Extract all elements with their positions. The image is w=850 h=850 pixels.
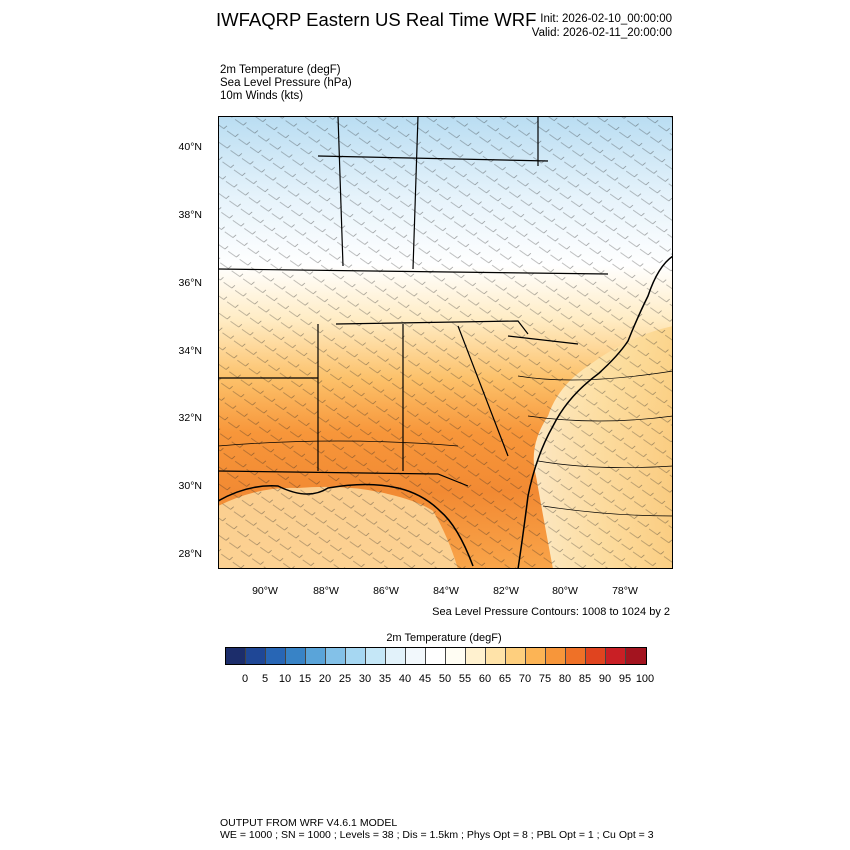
pressure-field-label: Sea Level Pressure (hPa) — [220, 77, 352, 89]
colorbar-tick-label: 30 — [358, 673, 372, 685]
colorbar-tick-label: 65 — [498, 673, 512, 685]
winds-field-label: 10m Winds (kts) — [220, 90, 304, 102]
valid-time: Valid: 2026-02-11_20:00:00 — [531, 27, 672, 39]
map-panel[interactable] — [218, 116, 673, 569]
colorbar-tick-label: 100 — [635, 673, 655, 685]
colorbar-tick-label: 45 — [418, 673, 432, 685]
lat-label-38n: 38°N — [178, 209, 202, 221]
lat-label-36n: 36°N — [178, 277, 202, 289]
colorbar-tick-label: 95 — [618, 673, 632, 685]
colorbar-swatch — [366, 648, 386, 664]
colorbar-swatch — [266, 648, 286, 664]
colorbar-swatch — [386, 648, 406, 664]
colorbar-tick-label: 5 — [261, 673, 269, 685]
colorbar-tick-label: 70 — [518, 673, 532, 685]
model-info-title: OUTPUT FROM WRF V4.6.1 MODEL — [220, 817, 398, 829]
colorbar-tick-label: 80 — [558, 673, 572, 685]
colorbar-swatch — [566, 648, 586, 664]
colorbar-tick-label: 55 — [458, 673, 472, 685]
lon-label-82w: 82°W — [493, 585, 519, 597]
pressure-contours — [218, 370, 673, 517]
colorbar-tick-label: 10 — [278, 673, 292, 685]
lat-label-30n: 30°N — [178, 480, 202, 492]
colorbar-tick-label: 25 — [338, 673, 352, 685]
lon-label-84w: 84°W — [433, 585, 459, 597]
state-boundaries — [218, 116, 609, 487]
lat-label-40n: 40°N — [178, 141, 202, 153]
colorbar-swatch — [306, 648, 326, 664]
wind-barbs — [218, 116, 673, 569]
colorbar-swatch — [506, 648, 526, 664]
colorbar-tick-label: 50 — [438, 673, 452, 685]
init-time: Init: 2026-02-10_00:00:00 — [540, 13, 672, 25]
colorbar-title: 2m Temperature (degF) — [386, 632, 502, 644]
colorbar-swatch — [406, 648, 426, 664]
colorbar-swatch — [526, 648, 546, 664]
colorbar-tick-label: 35 — [378, 673, 392, 685]
colorbar-tick-label: 75 — [538, 673, 552, 685]
lon-label-88w: 88°W — [313, 585, 339, 597]
lon-label-90w: 90°W — [252, 585, 278, 597]
colorbar-tick-label: 0 — [241, 673, 249, 685]
colorbar-swatch — [586, 648, 606, 664]
map-canvas — [218, 116, 673, 569]
lon-label-80w: 80°W — [552, 585, 578, 597]
colorbar-swatch — [226, 648, 246, 664]
lon-label-78w: 78°W — [612, 585, 638, 597]
colorbar — [225, 647, 647, 665]
colorbar-swatch — [546, 648, 566, 664]
map-border — [218, 116, 673, 569]
colorbar-swatch — [606, 648, 626, 664]
lat-label-28n: 28°N — [178, 548, 202, 560]
colorbar-swatch — [446, 648, 466, 664]
contour-note: Sea Level Pressure Contours: 1008 to 102… — [432, 606, 670, 618]
lat-label-34n: 34°N — [178, 345, 202, 357]
temperature-field-label: 2m Temperature (degF) — [220, 64, 341, 76]
colorbar-tick-label: 90 — [598, 673, 612, 685]
colorbar-swatch — [486, 648, 506, 664]
colorbar-swatch — [346, 648, 366, 664]
lon-label-86w: 86°W — [373, 585, 399, 597]
colorbar-tick-label: 85 — [578, 673, 592, 685]
colorbar-swatch — [466, 648, 486, 664]
colorbar-tick-label: 60 — [478, 673, 492, 685]
model-info-details: WE = 1000 ; SN = 1000 ; Levels = 38 ; Di… — [220, 829, 654, 841]
colorbar-swatch — [426, 648, 446, 664]
colorbar-swatch — [326, 648, 346, 664]
colorbar-swatch — [246, 648, 266, 664]
colorbar-swatch — [286, 648, 306, 664]
colorbar-tick-label: 40 — [398, 673, 412, 685]
lat-label-32n: 32°N — [178, 412, 202, 424]
colorbar-tick-label: 15 — [298, 673, 312, 685]
coastline — [218, 255, 673, 569]
colorbar-swatch — [626, 648, 646, 664]
main-title: IWFAQRP Eastern US Real Time WRF — [216, 9, 537, 30]
colorbar-tick-label: 20 — [318, 673, 332, 685]
